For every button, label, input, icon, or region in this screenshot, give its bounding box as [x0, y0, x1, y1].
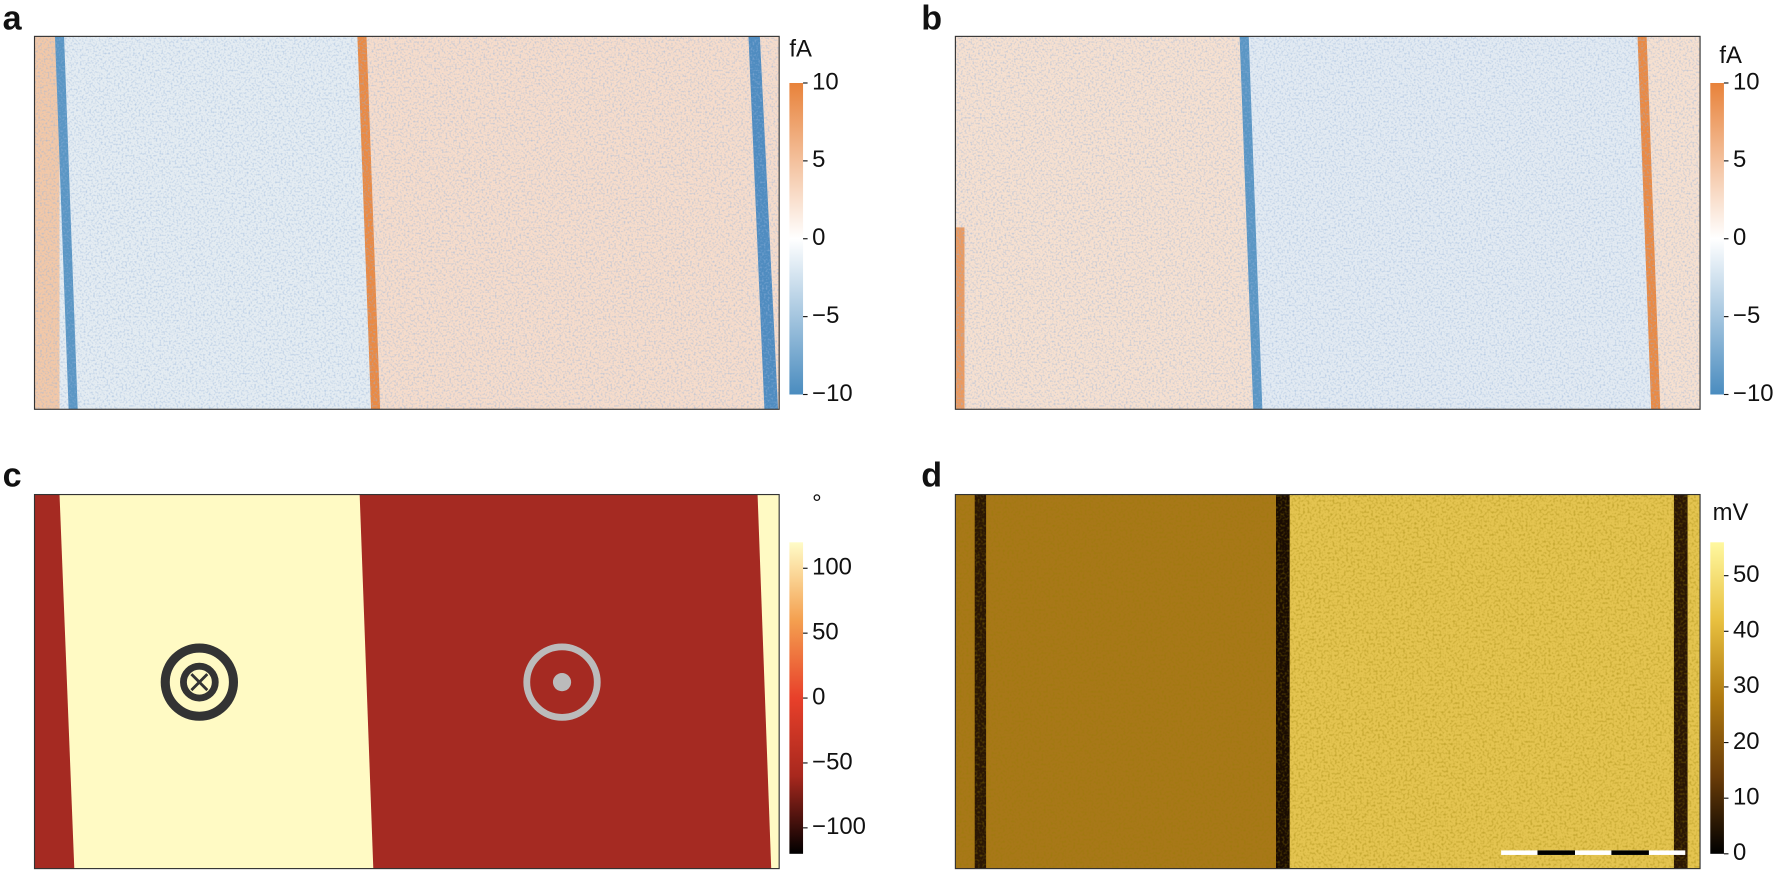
tick-label: 0 [1733, 224, 1746, 251]
tick-label: 20 [1733, 728, 1760, 755]
image-c [33, 493, 780, 870]
tick-label: 40 [1733, 617, 1760, 644]
colorbar [1710, 82, 1724, 395]
image-a [33, 35, 780, 410]
tick-label: −10 [812, 380, 852, 407]
tick-label: −50 [812, 748, 852, 775]
tick-label: 10 [1733, 68, 1760, 95]
tick-label: 0 [812, 683, 825, 710]
tick-label: −5 [812, 302, 839, 329]
tick-label: 30 [1733, 672, 1760, 699]
tick-label: −5 [1733, 302, 1760, 329]
panel-label: d [921, 457, 942, 495]
colorbar-label: mV [1713, 499, 1749, 526]
panel-label: c [3, 457, 22, 495]
colorbar-label: fA [789, 35, 812, 62]
tick-label: 50 [1733, 561, 1760, 588]
colorbar [1710, 542, 1724, 854]
colorbar [789, 542, 804, 854]
colorbar [789, 82, 804, 395]
image-b [954, 35, 1701, 410]
tick-label: −100 [812, 813, 866, 840]
tick-label: 50 [812, 618, 839, 645]
colorbar-label: fA [1719, 42, 1742, 69]
tick-label: 0 [812, 224, 825, 251]
tick-label: −10 [1733, 380, 1773, 407]
tick-label: 100 [812, 554, 852, 581]
tick-label: 0 [1733, 839, 1746, 866]
colorbar-label: ° [812, 490, 822, 517]
tick-label: 5 [812, 146, 825, 173]
panel-label: b [921, 0, 942, 37]
tick-label: 5 [1733, 146, 1746, 173]
tick-label: 10 [1733, 783, 1760, 810]
image-d [954, 493, 1701, 870]
tick-label: 10 [812, 68, 839, 95]
panel-label: a [3, 0, 23, 37]
